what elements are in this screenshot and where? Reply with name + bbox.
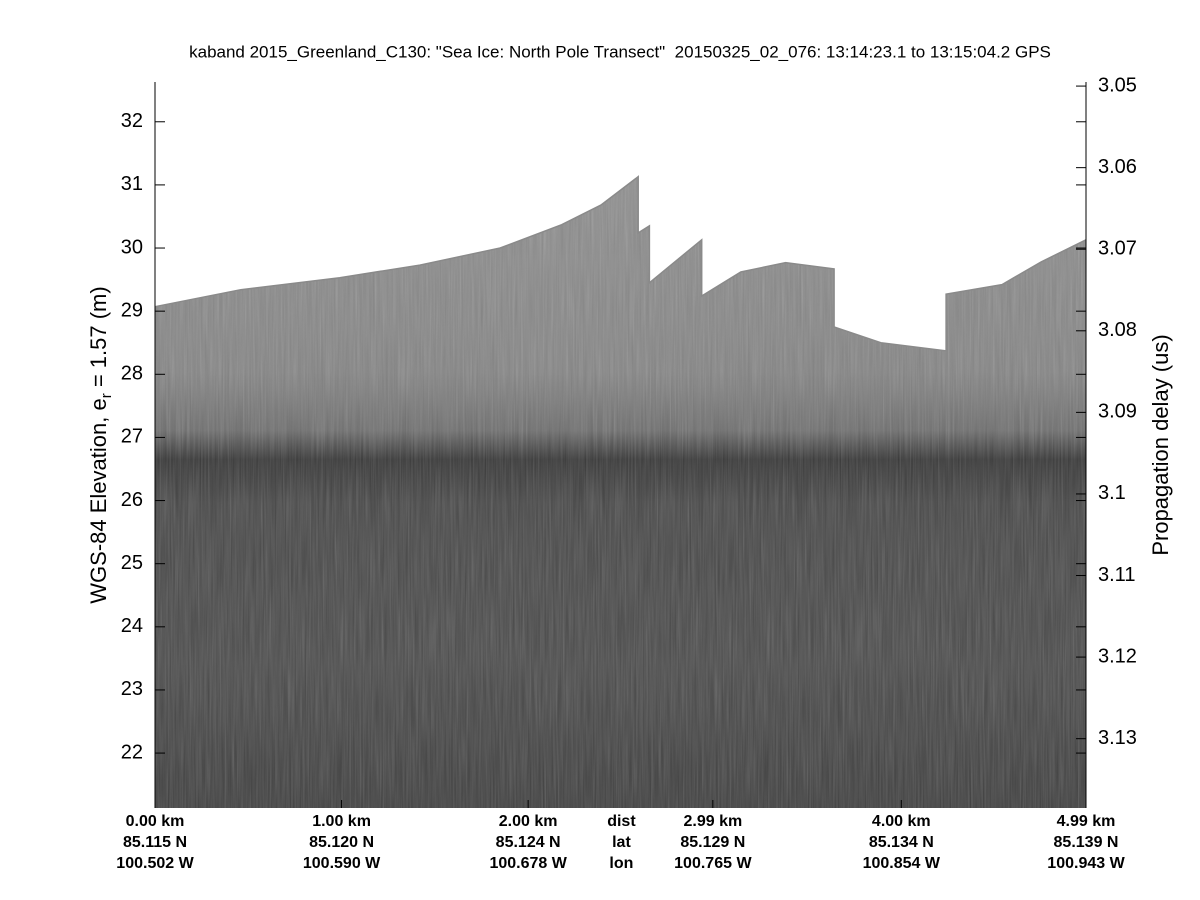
row-label: lat (612, 834, 631, 851)
y2-tick-label: 3.11 (1098, 564, 1135, 586)
y-tick-label: 23 (121, 678, 143, 700)
y2-tick-label: 3.06 (1098, 156, 1137, 178)
y-tick-label: 26 (121, 489, 143, 511)
row-label: lon (609, 855, 633, 872)
y-tick-label: 31 (121, 173, 143, 195)
lat-label: 85.124 N (496, 834, 561, 851)
y-axis-label: WGS-84 Elevation, er = 1.57 (m) (86, 286, 115, 603)
y2-axis-label: Propagation delay (us) (1148, 334, 1173, 555)
lat-label: 85.139 N (1054, 834, 1119, 851)
x-tick-label: 2.99 km (683, 813, 742, 830)
lon-label: 100.678 W (489, 855, 567, 872)
y-tick-label: 25 (121, 552, 143, 574)
row-label: dist (607, 813, 636, 830)
y-tick-label: 27 (121, 426, 143, 448)
lat-label: 85.129 N (680, 834, 745, 851)
y-label-text: = 1.57 (m) (86, 286, 111, 393)
lon-label: 100.854 W (863, 855, 941, 872)
y-tick-label: 30 (121, 236, 143, 258)
y2-tick-label: 3.09 (1098, 401, 1137, 423)
y-label-text: WGS-84 Elevation, e (86, 398, 111, 603)
y2-tick-label: 3.07 (1098, 238, 1137, 260)
lat-label: 85.120 N (309, 834, 374, 851)
y2-tick-label: 3.12 (1098, 645, 1137, 667)
x-tick-label: 1.00 km (312, 813, 371, 830)
y2-tick-label: 3.1 (1098, 482, 1126, 504)
lat-label: 85.134 N (869, 834, 934, 851)
x-tick-label: 4.00 km (872, 813, 931, 830)
lon-label: 100.765 W (674, 855, 752, 872)
y-tick-label: 28 (121, 363, 143, 385)
lat-label: 85.115 N (123, 834, 187, 851)
y-tick-label: 29 (121, 299, 143, 321)
y-label-subscript: r (98, 393, 115, 398)
y2-tick-label: 3.08 (1098, 319, 1137, 341)
y-tick-label: 32 (121, 110, 143, 132)
lon-label: 100.943 W (1047, 855, 1125, 872)
y-tick-label: 22 (121, 741, 143, 763)
y-tick-label: 24 (121, 615, 143, 637)
surface-line (154, 175, 1087, 352)
plot-area (154, 175, 1087, 808)
y2-tick-label: 3.13 (1098, 727, 1137, 749)
x-tick-label: 4.99 km (1057, 813, 1116, 830)
x-tick-label: 2.00 km (499, 813, 558, 830)
lon-label: 100.502 W (116, 855, 194, 872)
y2-tick-label: 3.05 (1098, 74, 1137, 96)
chart-title: kaband 2015_Greenland_C130: "Sea Ice: No… (189, 42, 1051, 61)
x-tick-label: 0.00 km (126, 813, 185, 830)
lon-label: 100.590 W (303, 855, 381, 872)
